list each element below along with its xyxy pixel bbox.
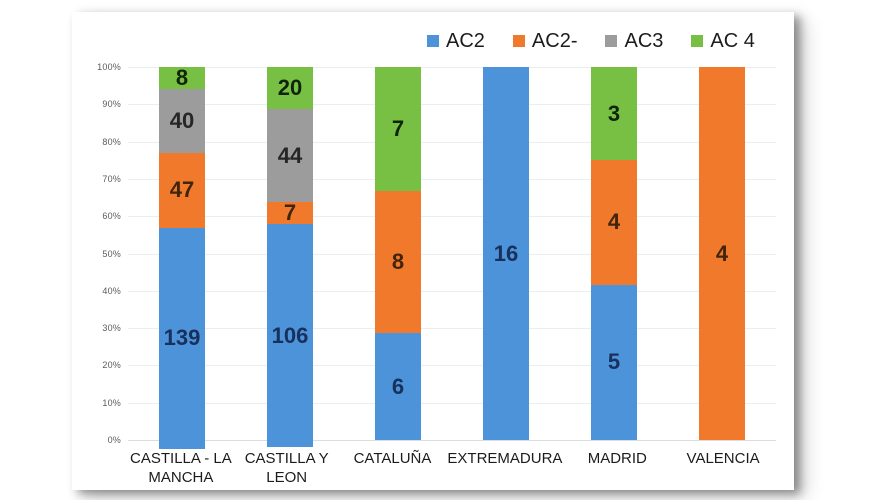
bar-segment-value-label: 4 <box>607 209 621 235</box>
bar-slot: 4 <box>668 67 776 440</box>
bar-segment-value-label: 7 <box>391 116 405 142</box>
gridline <box>128 141 776 143</box>
bar-group: 8 40 47 139 20 44 7 106 7 8 6 16 3 4 5 4 <box>128 67 776 450</box>
y-axis-tick-label: 80% <box>102 136 121 147</box>
x-axis-category-label: MADRID <box>587 450 647 467</box>
gridline <box>128 328 776 330</box>
legend-swatch-icon <box>427 35 439 47</box>
legend-item-ac2-[interactable]: AC2- <box>512 30 578 52</box>
legend-swatch-icon <box>512 35 525 47</box>
x-axis-category-label: VALENCIA <box>686 450 760 467</box>
gridline <box>128 402 776 404</box>
gridline <box>128 290 776 292</box>
y-axis-tick-label: 0% <box>107 435 121 445</box>
chart-legend: AC2 AC2- AC3 AC 4 <box>427 26 755 56</box>
bar-slot: 7 8 6 <box>344 67 452 440</box>
stacked-bar[interactable]: 7 8 6 <box>375 67 421 440</box>
legend-label: AC 4 <box>710 30 755 52</box>
x-axis-labels: CASTILLA - LA MANCHA CASTILLA Y LEON CATAL… <box>128 444 776 488</box>
bar-segment-ac2-[interactable]: 47 <box>159 152 205 228</box>
y-axis-tick-label: 10% <box>102 397 121 408</box>
y-axis-tick-label: 20% <box>102 360 121 371</box>
stacked-bar[interactable]: 20 44 7 106 <box>267 67 313 448</box>
x-axis-category-label: CASTILLA - LA MANCHA <box>130 450 232 486</box>
bar-segment-value-label: 16 <box>493 240 519 266</box>
bar-segment-value-label: 5 <box>607 349 621 375</box>
bar-segment-value-label: 106 <box>271 322 309 348</box>
y-axis-tick-label: 60% <box>102 211 121 222</box>
gridline <box>128 440 776 441</box>
legend-label: AC2- <box>531 30 578 52</box>
bar-segment-value-label: 7 <box>283 199 297 225</box>
legend-item-ac3[interactable]: AC3 <box>605 31 663 51</box>
bar-segment-ac2-[interactable]: 4 <box>591 160 637 285</box>
bar-slot: 3 4 5 <box>560 67 668 440</box>
gridline <box>128 104 776 106</box>
gridline <box>128 67 776 68</box>
bar-segment-value-label: 139 <box>163 325 201 351</box>
bar-slot: 20 44 7 106 <box>236 67 344 448</box>
gridline <box>128 178 776 180</box>
bar-segment-ac2-[interactable]: 8 <box>375 191 421 334</box>
bar-segment-value-label: 8 <box>175 65 189 90</box>
bar-segment-ac3[interactable]: 40 <box>159 89 205 153</box>
bar-segment-ac3[interactable]: 44 <box>267 109 313 202</box>
legend-swatch-icon <box>605 35 618 47</box>
bar-segment-ac2[interactable]: 139 <box>159 227 205 450</box>
gridline <box>128 253 776 255</box>
bar-segment-ac4[interactable]: 8 <box>159 67 205 89</box>
bar-segment-ac4[interactable]: 7 <box>375 67 421 192</box>
y-axis-tick-label: 30% <box>102 323 121 334</box>
y-axis-tick-label: 40% <box>102 285 121 296</box>
bar-slot: 8 40 47 139 <box>128 67 236 450</box>
legend-label: AC2 <box>446 30 485 52</box>
bar-segment-ac2-[interactable]: 4 <box>699 67 745 440</box>
bar-segment-ac4[interactable]: 20 <box>267 67 313 110</box>
legend-label: AC3 <box>624 30 664 52</box>
chart-panel: AC2 AC2- AC3 AC 4 100% 90% 80% 70% 60% 50% 40% 30%… <box>72 12 794 490</box>
bar-segment-value-label: 47 <box>169 177 195 203</box>
bar-segment-ac2[interactable]: 6 <box>375 333 421 440</box>
stacked-bar[interactable]: 3 4 5 <box>591 67 637 440</box>
x-axis-category-label: CASTILLA Y LEON <box>244 450 329 486</box>
stacked-bar[interactable]: 4 <box>699 67 745 440</box>
bar-segment-value-label: 6 <box>391 373 405 399</box>
x-axis-category-label: CATALUÑA <box>353 450 432 467</box>
y-axis-tick-label: 70% <box>102 173 121 184</box>
bar-segment-ac4[interactable]: 3 <box>591 67 637 161</box>
legend-swatch-icon <box>691 35 704 47</box>
gridline <box>128 216 776 218</box>
bar-segment-value-label: 20 <box>277 75 303 101</box>
stacked-bar[interactable]: 16 <box>483 67 529 440</box>
x-axis-category-label: EXTREMADURA <box>447 450 563 467</box>
bar-segment-value-label: 3 <box>607 100 621 126</box>
bar-segment-ac2-[interactable]: 7 <box>267 199 313 225</box>
bar-segment-ac2[interactable]: 5 <box>591 284 637 440</box>
bar-segment-value-label: 4 <box>715 240 729 266</box>
bar-segment-value-label: 40 <box>169 107 195 133</box>
bar-slot: 16 <box>452 67 560 440</box>
y-axis-tick-label: 50% <box>102 248 121 259</box>
bar-segment-value-label: 44 <box>277 142 303 168</box>
bar-segment-value-label: 8 <box>391 249 405 275</box>
legend-item-ac2[interactable]: AC2 <box>427 31 485 51</box>
gridline <box>128 365 776 367</box>
plot-area: 100% 90% 80% 70% 60% 50% 40% 30% 20% 10% 0% 8 40 47 1… <box>97 62 776 450</box>
bar-segment-ac2[interactable]: 16 <box>483 67 529 440</box>
y-axis-tick-label: 90% <box>102 99 121 110</box>
y-axis-tick-label: 100% <box>97 62 121 72</box>
legend-item-ac4[interactable]: AC 4 <box>691 30 755 52</box>
bar-segment-ac2[interactable]: 106 <box>267 223 313 448</box>
stacked-bar[interactable]: 8 40 47 139 <box>159 67 205 450</box>
